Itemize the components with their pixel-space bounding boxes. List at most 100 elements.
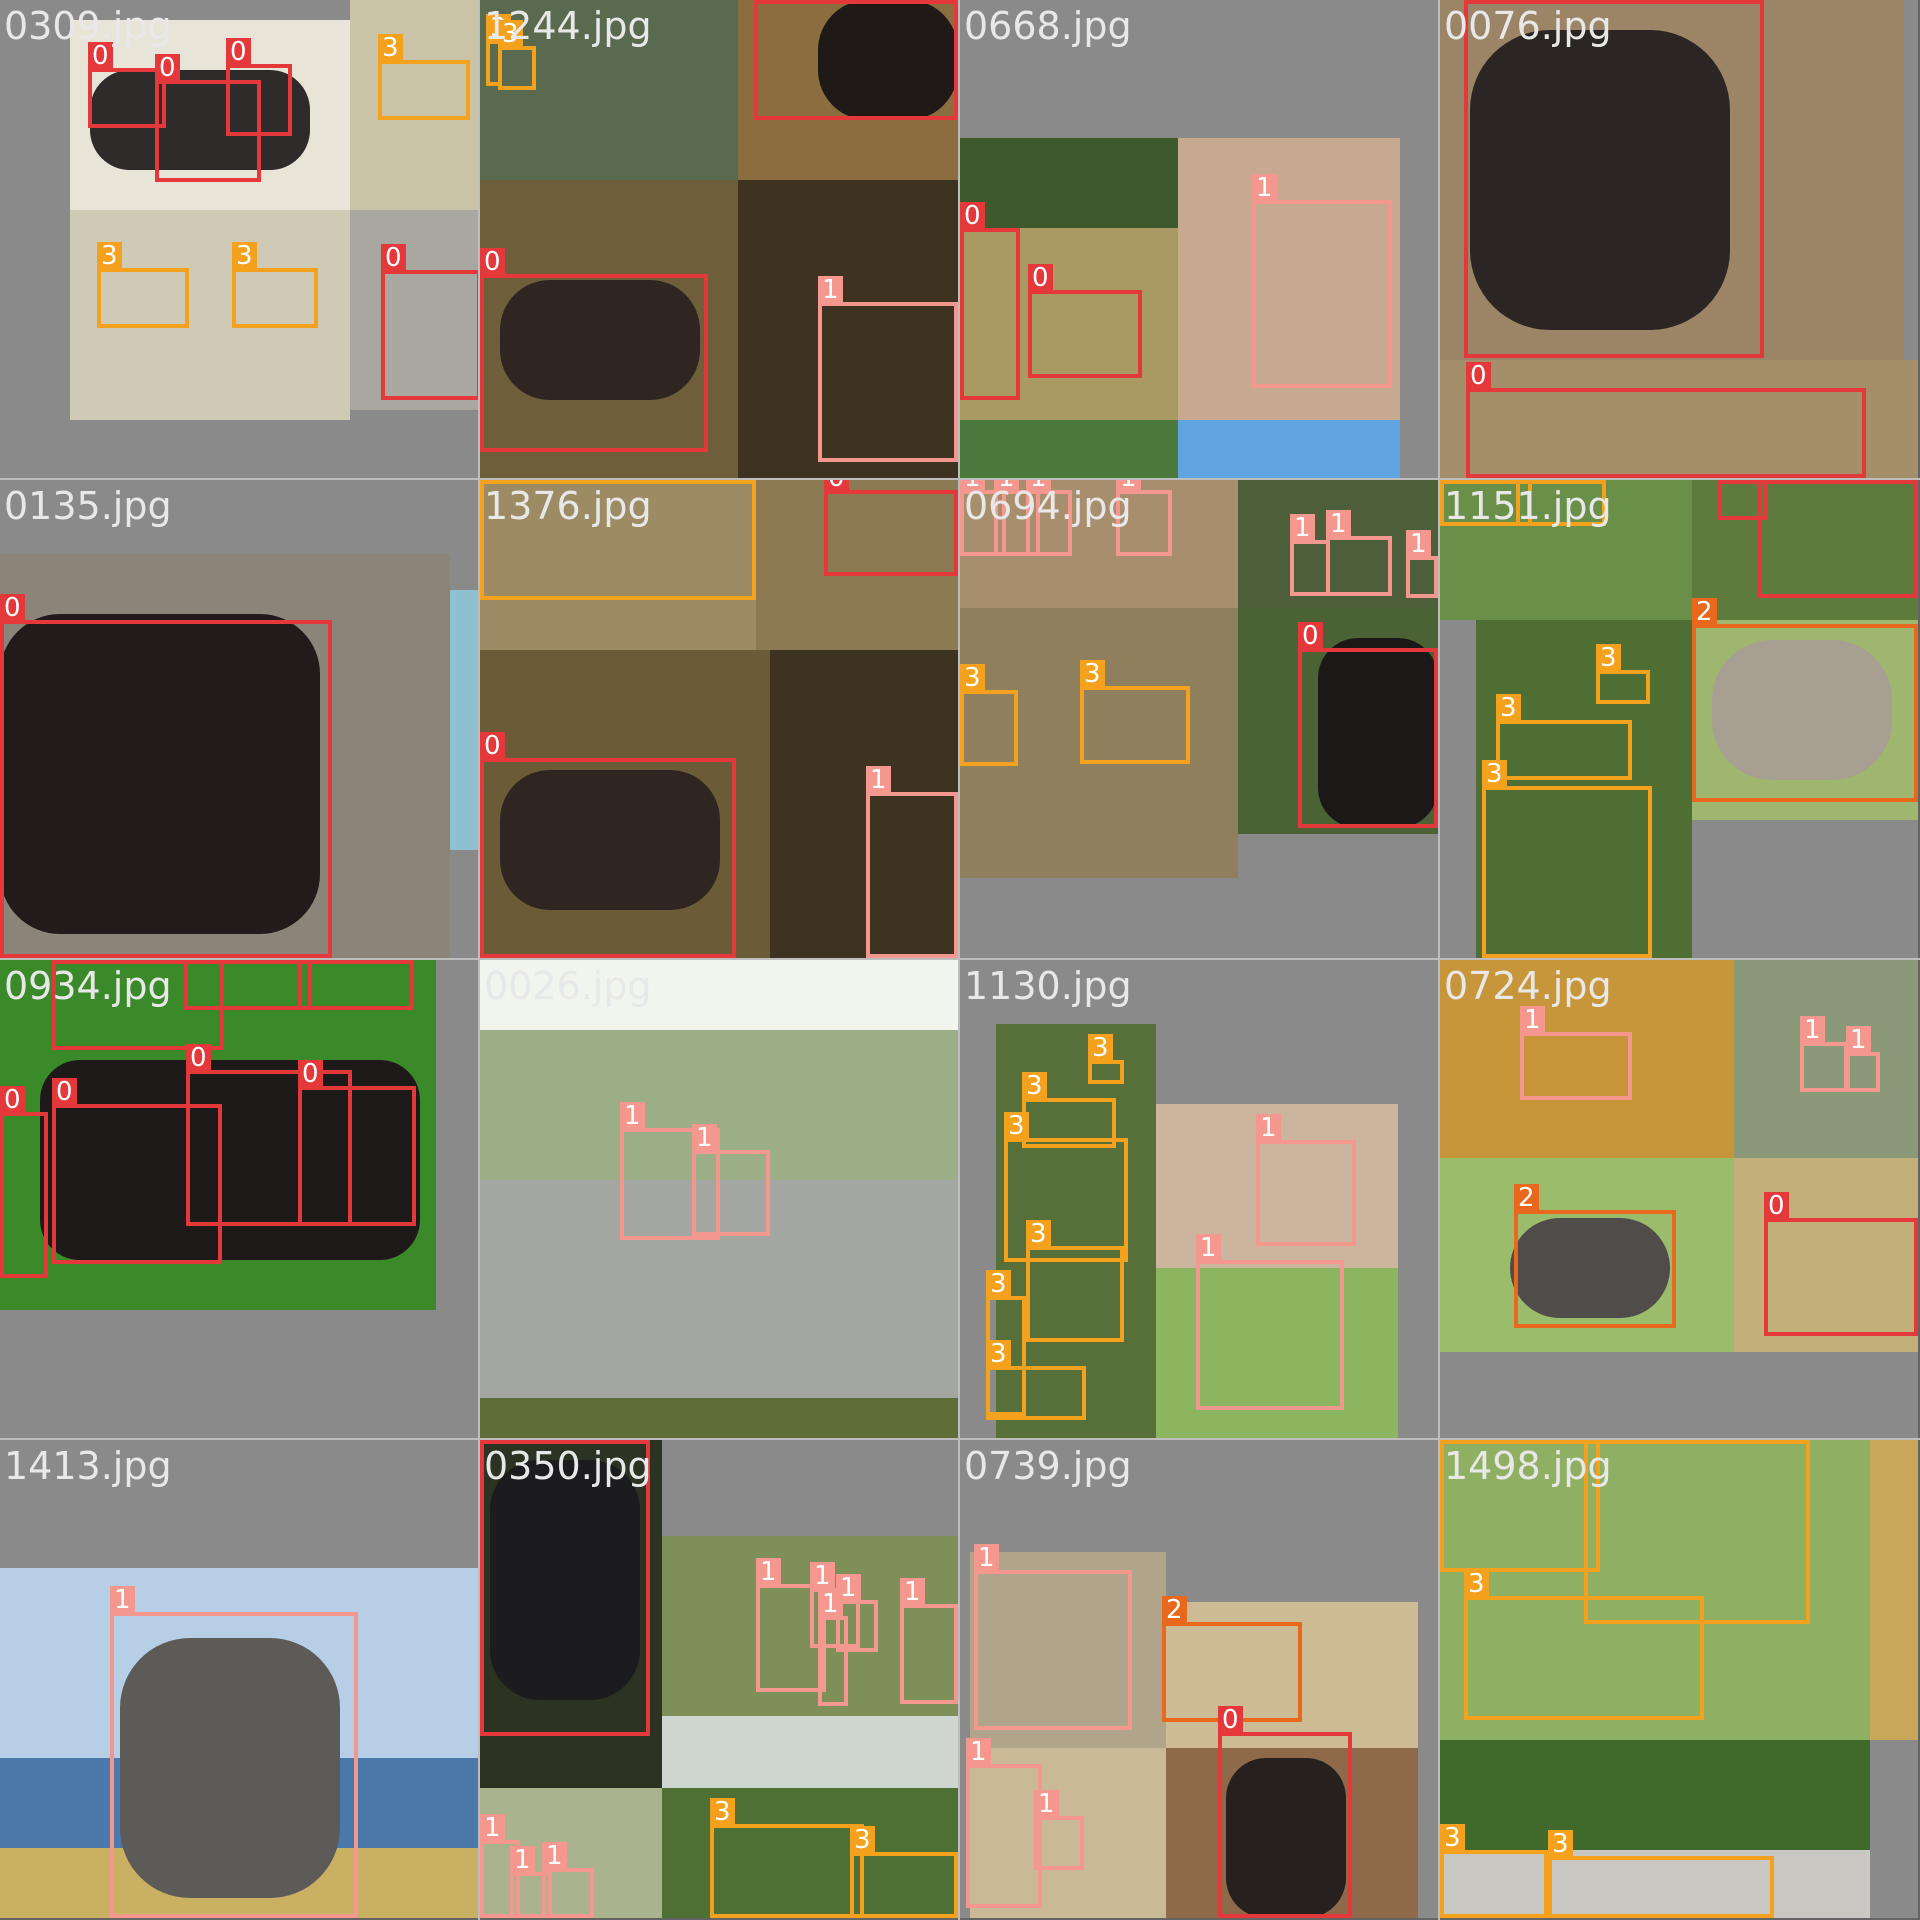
detection-box: 0: [52, 1078, 222, 1264]
grid-separator-h: [0, 958, 1920, 960]
photo-zebras-fence: [1440, 1740, 1870, 1918]
detection-box: 1: [1034, 1790, 1084, 1870]
detection-box: 1: [866, 766, 958, 958]
detection-box: 3: [1584, 1440, 1810, 1624]
detection-box: 0: [480, 1440, 650, 1736]
detection-box: 3: [1004, 1112, 1128, 1262]
tile-1130: 3 3 3 3 3 3 1 1 1130.jpg: [960, 960, 1438, 1438]
photo-elephant-bush: [1178, 138, 1400, 420]
tile-0934: 0 0 0 0 0 0 0 0934.jpg: [0, 960, 478, 1438]
grid-separator-v: [478, 0, 480, 1920]
photo-dry-edge: [1870, 1440, 1918, 1740]
detection-box: 1: [818, 276, 958, 462]
detection-box: 0: [1218, 1706, 1352, 1918]
detection-box: 0: [1718, 480, 1768, 520]
photo-elephant-family: [960, 480, 1238, 608]
detection-box: 1: [756, 1558, 826, 1692]
detection-box: 1: [1196, 1234, 1344, 1410]
detection-box: 3: [1596, 644, 1650, 704]
detection-box: 3: [986, 1340, 1086, 1420]
detection-box: 1: [1520, 1006, 1632, 1100]
tile-0724: 1 1 1 2 0 0724.jpg: [1440, 960, 1918, 1438]
detection-box: 1: [994, 480, 1040, 556]
photo-elephants-dry: [970, 1748, 1166, 1918]
detection-box: 0: [52, 960, 224, 1050]
detection-box: 0: [298, 960, 414, 1010]
detection-box: 1: [1256, 1114, 1356, 1246]
tile-0076: 0 0 0076.jpg: [1440, 0, 1918, 478]
detection-box: 1: [692, 1124, 770, 1236]
detection-box: 3: [232, 242, 318, 328]
tile-0694: 1 1 1 1 1 1 1 3 3 0 0694.jpg: [960, 480, 1438, 958]
detection-box: 1: [1800, 1016, 1848, 1092]
photo-elephant-group: [1238, 480, 1438, 608]
detection-box: 3: [480, 480, 756, 600]
detection-box: 0: [381, 244, 478, 400]
detection-box: 3: [1026, 1220, 1124, 1342]
grid-separator-h: [0, 478, 1920, 480]
detection-box: 1: [1290, 514, 1330, 596]
tile-filename: 0668.jpg: [964, 4, 1132, 48]
tile-1413: 1 1413.jpg: [0, 1440, 478, 1918]
detection-box: 1: [110, 1586, 358, 1918]
tile-0739: 1 2 1 1 0 0739.jpg: [960, 1440, 1438, 1918]
detection-box: 0: [1464, 0, 1764, 358]
photo-rhino-grass: [1440, 1158, 1734, 1352]
photo-sky-edge: [450, 590, 478, 850]
detection-box: 1: [900, 1578, 958, 1704]
photo-buffalo-walking: [480, 180, 738, 478]
detection-box: 3: [1464, 1570, 1704, 1720]
detection-box: 1: [620, 1102, 720, 1240]
detection-box: 1: [974, 1544, 1132, 1730]
detection-box: 0: [184, 960, 312, 1010]
detection-box: 0: [1758, 480, 1918, 598]
photo-zebras-grazing: [1440, 1440, 1870, 1740]
detection-box: 3: [378, 34, 470, 120]
detection-box: 2: [1514, 1184, 1676, 1328]
detection-box: 0: [186, 1044, 352, 1226]
photo-buffalo-calf-2: [756, 480, 958, 650]
detection-box: 3: [1440, 1824, 1548, 1918]
detection-box: 1: [480, 1814, 520, 1918]
photo-zebra-legs: [480, 480, 756, 650]
detection-box: 1: [1846, 1026, 1880, 1092]
detection-box: 0: [1764, 1192, 1918, 1336]
tile-filename: 1130.jpg: [964, 964, 1132, 1008]
tile-0350: 0 1 1 1 1 1 1 1 1 3 3 0350.jpg: [480, 1440, 958, 1918]
detection-box: 0: [960, 202, 1020, 400]
photo-road-elephants: [1734, 960, 1918, 1158]
photo-elephant-riders-2: [770, 650, 958, 958]
detection-box: 1: [1406, 530, 1438, 598]
tile-0135: 0 0135.jpg: [0, 480, 478, 958]
photo-buffalo-portrait: [1440, 0, 1904, 360]
detection-box: 1: [510, 1846, 552, 1918]
detection-box: 0: [1466, 362, 1866, 478]
tile-1376: 3 0 0 1 1376.jpg: [480, 480, 958, 958]
tile-0309: 0 0 0 3 3 3 0 0309.jpg: [0, 0, 478, 478]
photo-rhino-safari: [1166, 1602, 1418, 1748]
tile-0026: 1 1 0026.jpg: [480, 960, 958, 1438]
detection-box: 3: [1440, 480, 1532, 526]
photo-elephant-lake: [0, 1568, 478, 1918]
detection-box: 1: [960, 480, 1006, 556]
grid-separator-v: [1438, 0, 1440, 1920]
detection-box: 0: [88, 42, 166, 128]
photo-elephant-calf: [970, 1552, 1166, 1748]
detection-box: 2: [1692, 598, 1918, 802]
detection-box: 0: [1028, 264, 1142, 378]
detection-box: 0: [1298, 622, 1438, 828]
detection-box: 1: [818, 1590, 848, 1706]
photo-elephant-savanna: [1440, 960, 1734, 1158]
tile-filename: 0739.jpg: [964, 1444, 1132, 1488]
photo-buffalo-brush: [1166, 1748, 1418, 1918]
tile-0668: 0 0 1 0668.jpg: [960, 0, 1438, 478]
detection-box: 3: [1080, 660, 1190, 764]
tile-filename: 1413.jpg: [4, 1444, 172, 1488]
photo-elephant-riders: [738, 180, 958, 478]
photo-zebra-grass: [350, 0, 478, 210]
detection-box: 3: [1516, 480, 1606, 526]
detection-box: 0: [0, 594, 332, 958]
detection-box: 0: [0, 1086, 48, 1278]
grid-separator-v: [958, 0, 960, 1920]
